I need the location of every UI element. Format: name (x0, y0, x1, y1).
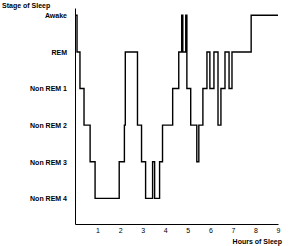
y-tick: REM (51, 49, 75, 56)
x-tick-label: 9 (277, 227, 281, 234)
x-tick: 6 (209, 224, 213, 234)
x-tick-label: 7 (231, 227, 235, 234)
y-tick-label: Non REM 4 (30, 195, 67, 202)
x-axis: 1 2 3 4 5 6 7 8 9 (76, 224, 281, 234)
y-tick-label: Non REM 2 (30, 122, 67, 129)
y-tick-label: REM (51, 49, 67, 56)
y-axis-line (75, 9, 76, 225)
x-axis-title: Hours of Sleep (233, 238, 282, 246)
x-tick: 4 (164, 224, 168, 234)
x-tick: 9 (277, 224, 281, 234)
x-tick-label: 4 (164, 227, 168, 234)
x-tick: 1 (96, 224, 100, 234)
x-tick: 2 (119, 224, 123, 234)
x-axis-line (76, 224, 279, 225)
x-tick-label: 2 (119, 227, 123, 234)
y-tick: Non REM 4 (30, 195, 75, 202)
chart: 1 2 3 4 5 6 7 8 9 Awake REM Non REM 1 Non REM 2 Non R… (0, 0, 290, 246)
y-axis-title: Stage of Sleep (2, 2, 50, 10)
x-tick: 7 (231, 224, 235, 234)
y-tick-label: Non REM 1 (30, 85, 67, 92)
x-tick: 5 (186, 224, 190, 234)
x-tick-label: 3 (141, 227, 145, 234)
x-tick: 3 (141, 224, 145, 234)
y-tick-label: Non REM 3 (30, 159, 67, 166)
y-tick: Non REM 3 (30, 159, 75, 166)
x-tick: 8 (254, 224, 258, 234)
x-tick-label: 6 (209, 227, 213, 234)
x-tick-label: 5 (186, 227, 190, 234)
y-tick: Awake (45, 12, 75, 19)
y-tick: Non REM 2 (30, 122, 75, 129)
hypnogram-line (75, 15, 278, 198)
plot-area (75, 15, 278, 198)
y-tick-label: Awake (45, 12, 67, 19)
x-tick-label: 1 (96, 227, 100, 234)
y-tick: Non REM 1 (30, 85, 75, 92)
y-axis: Awake REM Non REM 1 Non REM 2 Non REM 3 Non R… (30, 9, 75, 225)
x-tick-label: 8 (254, 227, 258, 234)
